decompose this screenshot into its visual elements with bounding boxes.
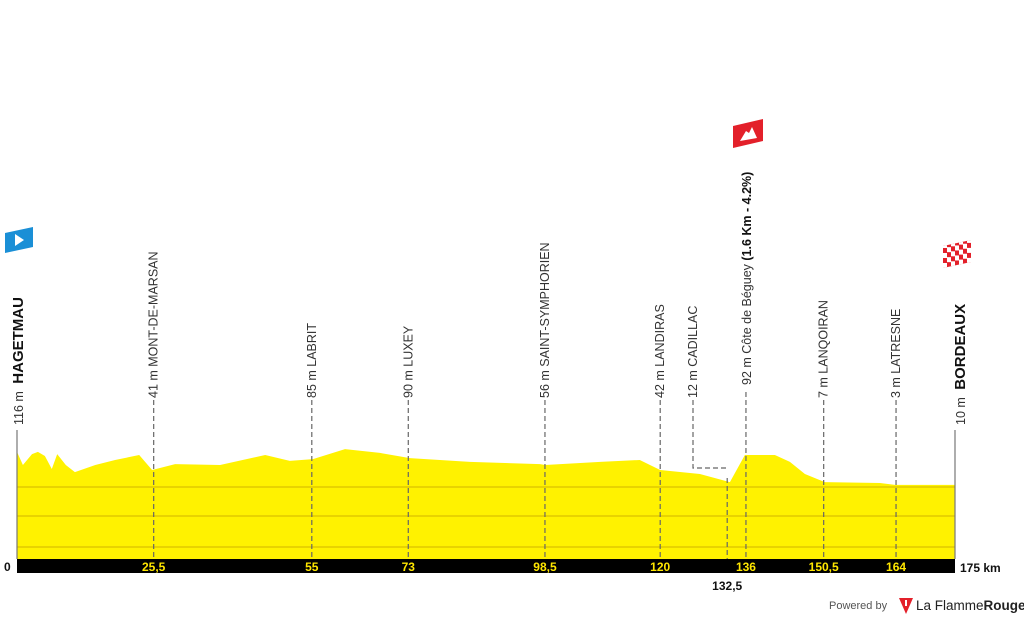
mountain-climb-icon <box>733 119 763 148</box>
waypoint-label: 85 m LABRIT <box>305 323 319 398</box>
axis-tick-label: 25,5 <box>142 560 166 574</box>
axis-tick-label: 136 <box>736 560 756 574</box>
finish-flag-icon <box>943 240 971 268</box>
start-elevation: 116 m <box>12 391 26 425</box>
climb-name: 92 m Côte de Béguey <box>740 261 754 385</box>
waypoint-label: 7 m LANQOIRAN <box>817 300 831 398</box>
climb-detail: (1.6 Km - 4.2%) <box>740 172 754 261</box>
brand-name-part2: Rouge <box>984 598 1024 613</box>
brand-name-part1: La Flamme <box>916 598 984 613</box>
axis-tick-label: 164 <box>886 560 906 574</box>
waypoint-label: 12 m CADILLAC <box>686 306 700 398</box>
axis-label-start: 0 <box>4 560 11 574</box>
waypoint-label: 41 m MONT-DE-MARSAN <box>147 251 161 398</box>
grid-lines <box>17 486 955 548</box>
axis-tick-label: 98,5 <box>533 560 557 574</box>
waypoint-label: 90 m LUXEY <box>401 325 415 398</box>
waypoint-label: 56 m SAINT-SYMPHORIEN <box>538 242 552 398</box>
axis-tick-label: 132,5 <box>712 579 742 593</box>
axis-bar <box>17 559 955 573</box>
brand-name: La FlammeRouge <box>916 598 1024 613</box>
axis-label-finish: 175 km <box>960 561 1001 575</box>
axis-tick-label: 73 <box>402 560 416 574</box>
start-flag-icon <box>5 227 33 253</box>
start-label: 116 m HAGETMAU <box>10 297 27 425</box>
finish-label: 10 m BORDEAUX <box>952 304 969 425</box>
waypoint-label: 3 m LATRESNE <box>889 309 903 398</box>
climb-label: 92 m Côte de Béguey (1.6 Km - 4.2%) <box>740 172 754 385</box>
axis-tick-label: 150,5 <box>809 560 839 574</box>
elevation-profile-area <box>17 449 955 559</box>
waypoint-connector-line <box>692 400 728 469</box>
finish-town: BORDEAUX <box>952 304 969 390</box>
finish-elevation: 10 m <box>954 397 968 425</box>
start-town: HAGETMAU <box>10 297 27 384</box>
la-flamme-rouge-logo-icon <box>899 598 913 614</box>
axis-tick-label: 55 <box>305 560 319 574</box>
waypoint-label: 42 m LANDIRAS <box>653 304 667 398</box>
powered-by-text: Powered by <box>829 600 888 612</box>
axis-tick-label: 120 <box>650 560 670 574</box>
